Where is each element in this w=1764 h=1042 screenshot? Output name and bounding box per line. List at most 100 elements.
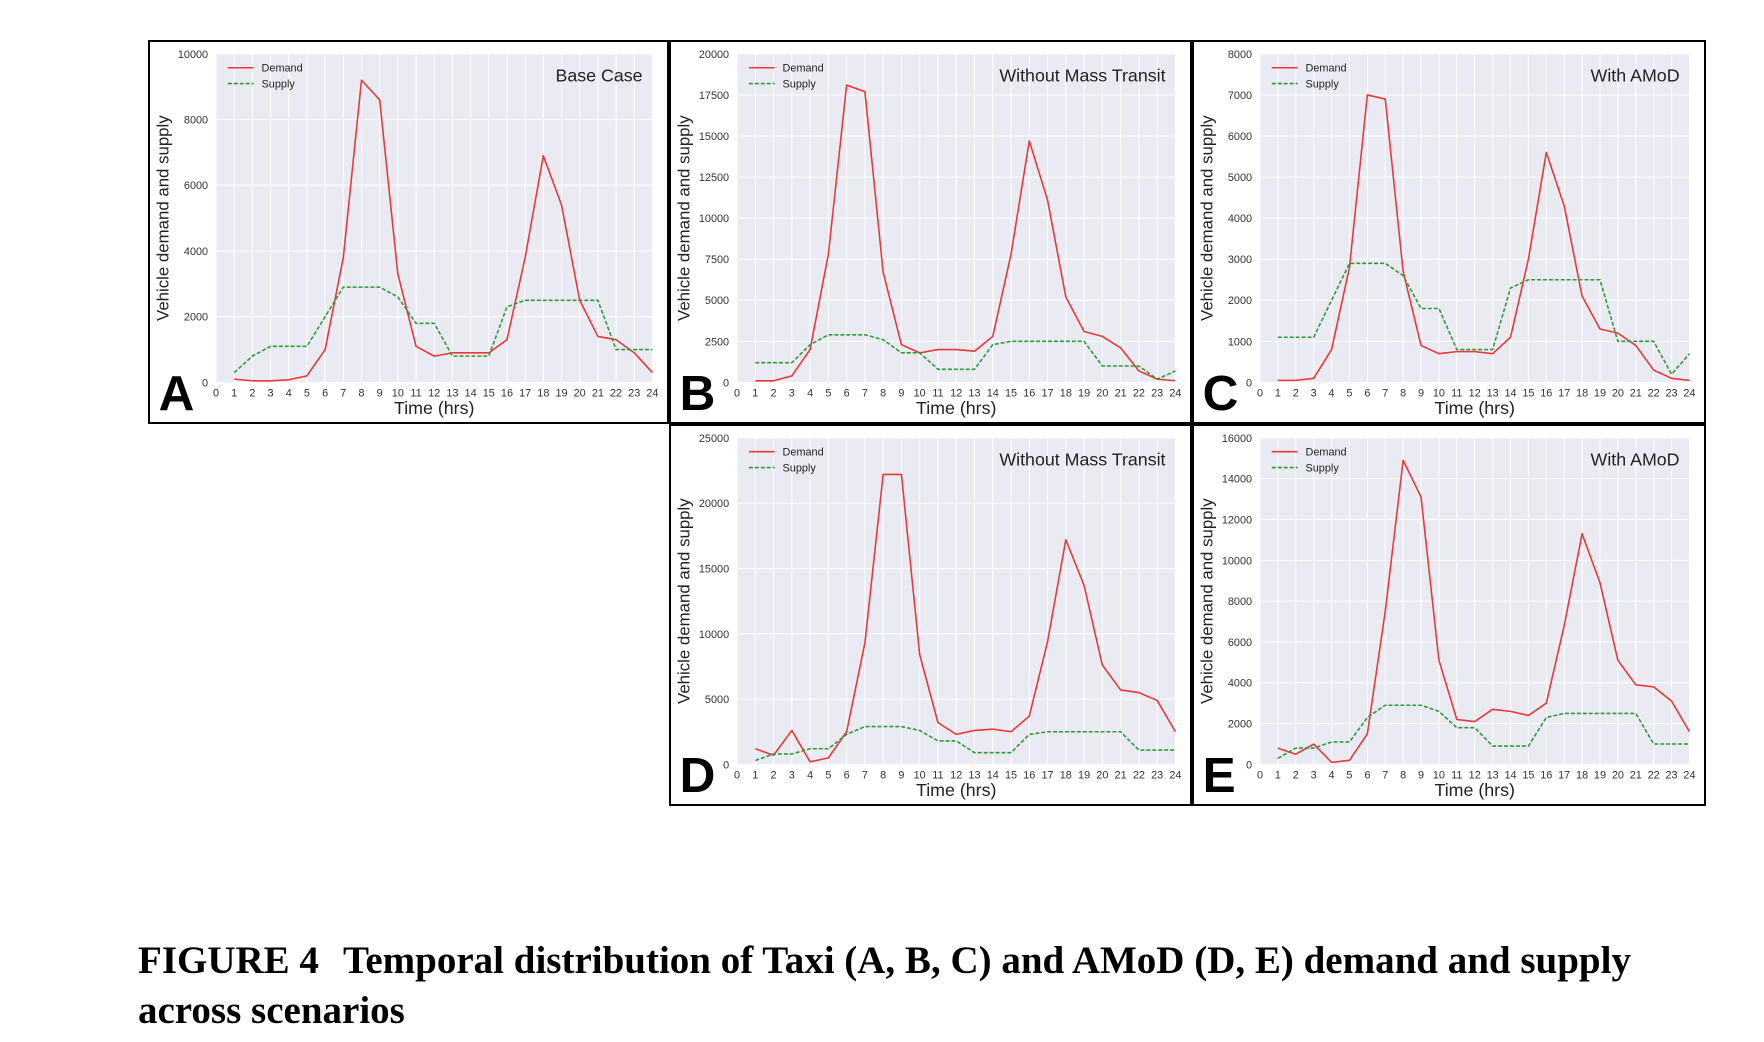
x-tick-label: 8 [1400,769,1406,781]
demand-series-line [1277,459,1691,764]
x-tick-label: 14 [987,387,999,399]
legend-label-demand: Demand [1306,63,1347,75]
x-tick-label: 4 [1329,769,1335,781]
x-tick-label: 4 [286,387,292,399]
y-tick-label: 7000 [1228,90,1252,102]
x-tick-label: 7 [340,387,346,399]
line-chart-d: 0 1 2 3 4 5 6 7 8 9 10 11 12 13 14 15 16 17 18 19 20 21 22 23 24… [675,433,1182,803]
x-tick-label: 15 [1522,769,1534,781]
y-tick-label: 2000 [1228,295,1252,307]
x-tick-label: 17 [1558,387,1570,399]
x-tick-label: 22 [1648,387,1660,399]
x-tick-label: 13 [446,387,458,399]
figure-caption: FIGURE 4 Temporal distribution of Taxi (A… [138,936,1738,1036]
x-tick-label: 13 [1487,769,1499,781]
x-tick-label: 14 [987,769,999,781]
x-axis-label: Time (hrs) [1435,780,1515,800]
demand-series-line [755,84,1176,382]
chart-panel-d: 0 1 2 3 4 5 6 7 8 9 10 11 12 13 14 15 16 17 18 19 20 21 22 23 24… [669,424,1192,806]
x-tick-label: 2 [771,769,777,781]
x-tick-label: 4 [807,769,813,781]
x-tick-label: 12 [428,387,440,399]
x-tick-label: 9 [898,769,904,781]
x-tick-label: 16 [501,387,513,399]
figure-caption-text: Temporal distribution of Taxi (A, B, C) … [138,939,1631,1032]
x-tick-label: 8 [880,769,886,781]
chart-title: Base Case [555,66,642,86]
demand-series-line [234,79,654,382]
x-tick-label: 11 [932,769,943,781]
y-tick-label: 12000 [1222,514,1252,526]
y-tick-label: 15000 [699,131,729,143]
x-axis-label: Time (hrs) [916,780,996,800]
panel-letter-b: B [680,366,716,421]
x-tick-label: 4 [1329,387,1335,399]
x-tick-label: 7 [862,769,868,781]
x-tick-label: 1 [752,387,758,399]
y-tick-label: 20000 [699,49,729,61]
x-tick-label: 21 [592,387,604,399]
y-axis-label: Vehicle demand and supply [675,115,694,321]
x-tick-label: 5 [825,769,831,781]
legend-label-supply: Supply [783,463,817,475]
x-tick-label: 20 [1096,387,1108,399]
x-tick-label: 5 [825,387,831,399]
x-tick-label: 15 [1005,387,1017,399]
x-tick-label: 21 [1630,769,1642,781]
x-tick-label: 3 [789,769,795,781]
y-tick-label: 25000 [699,433,729,445]
panel-letter-a: A [159,366,195,421]
y-tick-label: 6000 [184,180,208,192]
y-tick-label: 8000 [184,115,208,127]
x-tick-label: 11 [410,387,421,399]
x-tick-label: 9 [898,387,904,399]
x-tick-label: 21 [1630,387,1642,399]
y-tick-label: 4000 [1228,213,1252,225]
x-tick-label: 9 [1418,769,1424,781]
x-tick-label: 23 [1666,387,1678,399]
legend-label-demand: Demand [1306,447,1347,459]
legend-label-demand: Demand [783,63,824,75]
x-tick-label: 6 [844,387,850,399]
x-tick-label: 23 [1151,769,1163,781]
x-tick-label: 7 [1382,769,1388,781]
y-tick-label: 8000 [1228,49,1252,61]
y-tick-label: 6000 [1228,637,1252,649]
x-tick-label: 22 [1648,769,1660,781]
x-tick-label: 18 [1060,387,1072,399]
x-tick-label: 18 [1060,769,1072,781]
x-tick-label: 24 [646,387,658,399]
supply-series-line [755,725,1176,762]
x-tick-label: 0 [734,769,740,781]
x-tick-label: 24 [1169,769,1181,781]
y-tick-label: 1000 [1228,336,1252,348]
x-tick-label: 22 [1133,387,1145,399]
x-tick-label: 7 [862,387,868,399]
x-tick-label: 12 [1469,769,1481,781]
x-tick-label: 12 [950,769,962,781]
x-tick-label: 24 [1169,387,1181,399]
y-tick-label: 10000 [699,213,729,225]
x-tick-label: 18 [1576,387,1588,399]
y-tick-label: 16000 [1222,433,1252,445]
x-tick-label: 1 [752,769,758,781]
chart-panel-b: 0 1 2 3 4 5 6 7 8 9 10 11 12 13 14 15 16 17 18 19 20 21 22 23 24… [669,40,1192,424]
y-tick-label: 4000 [184,246,208,258]
y-tick-label: 4000 [1228,678,1252,690]
line-chart-b: 0 1 2 3 4 5 6 7 8 9 10 11 12 13 14 15 16 17 18 19 20 21 22 23 24… [675,49,1182,421]
x-tick-label: 6 [1364,387,1370,399]
x-tick-label: 13 [968,769,980,781]
x-tick-label: 7 [1382,387,1388,399]
y-tick-label: 0 [1246,759,1252,771]
x-tick-label: 10 [1433,387,1445,399]
x-tick-label: 24 [1683,387,1695,399]
demand-series-line [755,473,1177,763]
supply-series-line [233,286,653,374]
x-tick-label: 18 [1576,769,1588,781]
y-tick-label: 14000 [1222,474,1252,486]
y-tick-label: 7500 [705,254,729,266]
x-tick-label: 13 [1487,387,1499,399]
panel-letter-c: C [1203,366,1239,421]
x-tick-label: 20 [1612,769,1624,781]
x-tick-label: 10 [1433,769,1445,781]
